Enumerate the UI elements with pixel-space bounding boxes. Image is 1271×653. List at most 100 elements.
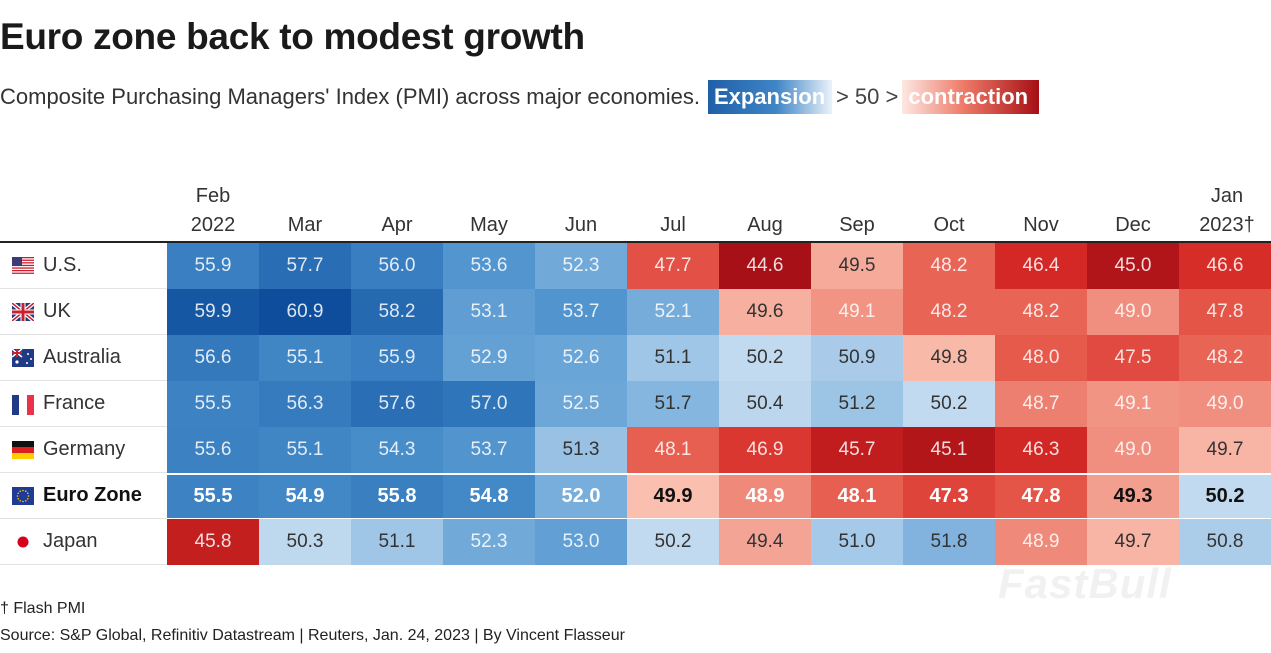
heatmap-cell: 55.1: [259, 427, 351, 473]
heatmap-cell: 53.7: [443, 427, 535, 473]
heatmap-cell: 50.2: [1179, 473, 1271, 519]
row-label: U.S.: [0, 243, 167, 289]
column-header: Dec: [1087, 172, 1179, 240]
heatmap-cell: 45.1: [903, 427, 995, 473]
heatmap-cell: 55.5: [167, 381, 259, 427]
column-header-line: May: [470, 214, 508, 236]
heatmap-cell: 47.8: [995, 473, 1087, 519]
heatmap-cell: 49.1: [1087, 381, 1179, 427]
row-label: Japan: [0, 519, 167, 565]
source-line: Source: S&P Global, Refinitiv Datastream…: [0, 627, 625, 644]
heatmap-cell: 52.5: [535, 381, 627, 427]
heatmap-cell: 48.2: [903, 289, 995, 335]
row-label: France: [0, 381, 167, 427]
heatmap-cell: 54.8: [443, 473, 535, 519]
column-header-line: Mar: [287, 214, 323, 236]
heatmap-cell: 49.3: [1087, 473, 1179, 519]
heatmap-cell: 48.9: [719, 473, 811, 519]
heatmap-cell: 59.9: [167, 289, 259, 335]
row-label: Germany: [0, 427, 167, 473]
heatmap-cell: 49.4: [719, 519, 811, 565]
us-flag-icon: [12, 256, 34, 275]
highlight-row-border: [0, 473, 167, 475]
chart-title: Euro zone back to modest growth: [0, 16, 585, 57]
column-header-line: Aug: [747, 214, 783, 236]
heatmap-cell: 53.7: [535, 289, 627, 335]
heatmap-cell: 52.3: [443, 519, 535, 565]
heatmap-cell: 50.8: [1179, 519, 1271, 565]
heatmap-cell: 49.7: [1179, 427, 1271, 473]
column-header-line: 2022: [190, 214, 236, 236]
heatmap-cell: 49.9: [627, 473, 719, 519]
heatmap-cell: 57.0: [443, 381, 535, 427]
column-header-line: [719, 182, 811, 211]
column-header: Jun: [535, 172, 627, 240]
heatmap-cell: 50.2: [627, 519, 719, 565]
column-header: Jul: [627, 172, 719, 240]
heatmap-cell: 48.1: [811, 473, 903, 519]
column-header-line: Jul: [660, 214, 686, 236]
heatmap-cell: 46.9: [719, 427, 811, 473]
uk-flag-icon: [10, 300, 36, 323]
heatmap-cell: 49.7: [1087, 519, 1179, 565]
column-header-line: [259, 182, 351, 211]
heatmap-cell: 49.0: [1087, 427, 1179, 473]
column-header: Apr: [351, 172, 443, 240]
column-header-line: Feb: [195, 185, 231, 207]
heatmap-cell: 45.8: [167, 519, 259, 565]
column-header-line: Sep: [839, 214, 875, 236]
column-header: Mar: [259, 172, 351, 240]
heatmap-cell: 55.6: [167, 427, 259, 473]
heatmap-cell: 55.9: [167, 243, 259, 289]
column-header-line: [1087, 182, 1179, 211]
heatmap-cell: 50.3: [259, 519, 351, 565]
column-header-line: [443, 182, 535, 211]
footnote: † Flash PMI: [0, 600, 86, 617]
heatmap-cell: 56.6: [167, 335, 259, 381]
column-header: Jan 2023†: [1181, 172, 1271, 240]
legend-contraction: contraction: [902, 80, 1040, 114]
legend-expansion: Expansion: [707, 80, 832, 114]
heatmap-cell: 53.0: [535, 519, 627, 565]
heatmap-cell: 49.0: [1179, 381, 1271, 427]
france-flag-icon: [12, 394, 34, 415]
heatmap-cell: 60.9: [259, 289, 351, 335]
heatmap-cell: 51.8: [903, 519, 995, 565]
heatmap-cell: 49.1: [811, 289, 903, 335]
eu-flag-icon: [12, 486, 34, 505]
heatmap-cell: 57.7: [259, 243, 351, 289]
heatmap-cell: 48.2: [1179, 335, 1271, 381]
heatmap-cell: 56.0: [351, 243, 443, 289]
heatmap-cell: 49.0: [1087, 289, 1179, 335]
column-header-line: Jan: [1210, 185, 1244, 207]
column-header-line: Jun: [564, 214, 598, 236]
column-header: May: [443, 172, 535, 240]
row-label: Australia: [0, 335, 167, 381]
heatmap-cell: 51.3: [535, 427, 627, 473]
heatmap-cell: 54.9: [259, 473, 351, 519]
row-label-text: Euro Zone: [43, 484, 142, 506]
row-label: Euro Zone: [0, 473, 167, 519]
column-header: Feb 2022: [167, 172, 259, 240]
column-header-line: Oct: [933, 214, 965, 236]
column-header-line: [535, 182, 627, 211]
heatmap-cell: 50.4: [719, 381, 811, 427]
column-header-line: Nov: [1023, 214, 1059, 236]
heatmap-cell: 52.9: [443, 335, 535, 381]
row-label: UK: [0, 289, 167, 335]
row-label-text: Australia: [43, 346, 121, 368]
heatmap-cell: 47.3: [903, 473, 995, 519]
heatmap-cell: 48.7: [995, 381, 1087, 427]
chart-subtitle: Composite Purchasing Managers' Index (PM…: [0, 80, 1043, 114]
heatmap-cell: 49.6: [719, 289, 811, 335]
heatmap-cell: 47.7: [627, 243, 719, 289]
heatmap-cell: 48.1: [627, 427, 719, 473]
heatmap-cell: 52.1: [627, 289, 719, 335]
heatmap-cell: 44.6: [719, 243, 811, 289]
column-header-line: 2023†: [1199, 214, 1255, 236]
column-header-line: [351, 182, 443, 211]
heatmap-cell: 55.9: [351, 335, 443, 381]
row-label-text: France: [43, 392, 106, 414]
column-header-line: Apr: [381, 214, 413, 236]
column-header-line: Dec: [1115, 214, 1151, 236]
